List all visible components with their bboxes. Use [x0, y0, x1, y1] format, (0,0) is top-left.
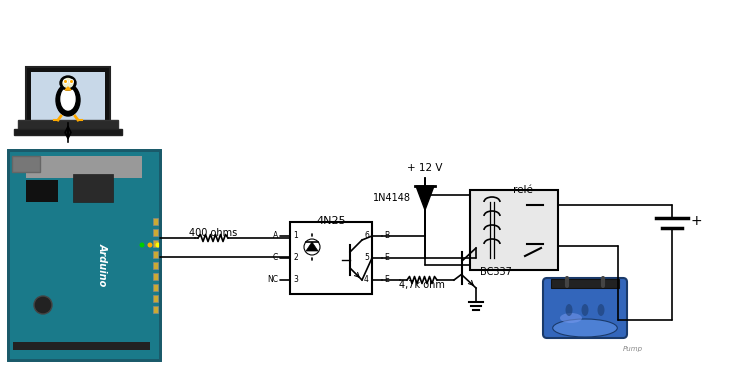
Bar	[153, 262, 158, 269]
Text: A: A	[273, 231, 278, 241]
Text: 400 ohms: 400 ohms	[189, 228, 237, 238]
Text: +: +	[691, 214, 703, 228]
Bar	[18, 120, 118, 132]
Text: 3: 3	[293, 276, 298, 285]
Ellipse shape	[63, 78, 73, 87]
Bar	[8, 150, 160, 360]
Bar	[12, 156, 40, 172]
Bar	[153, 295, 158, 302]
Ellipse shape	[581, 304, 589, 316]
Text: NC: NC	[267, 276, 278, 285]
Bar	[8, 150, 160, 360]
Circle shape	[34, 296, 52, 314]
Polygon shape	[306, 242, 318, 251]
Polygon shape	[416, 186, 434, 210]
Text: 2: 2	[293, 253, 298, 262]
Ellipse shape	[60, 76, 76, 90]
Ellipse shape	[566, 304, 572, 316]
Bar	[26, 67, 110, 125]
Text: B: B	[384, 231, 389, 241]
Ellipse shape	[553, 319, 617, 337]
Bar	[153, 218, 158, 225]
Bar	[470, 190, 558, 270]
Bar	[26, 156, 142, 178]
Text: C: C	[273, 253, 278, 262]
Circle shape	[155, 242, 160, 247]
Text: 4N25: 4N25	[316, 216, 346, 226]
Text: + 12 V: + 12 V	[407, 163, 443, 173]
Bar	[153, 251, 158, 258]
Polygon shape	[65, 87, 71, 90]
Bar	[153, 240, 158, 247]
Circle shape	[148, 242, 152, 247]
Text: 1N4148: 1N4148	[373, 193, 411, 203]
Ellipse shape	[560, 313, 582, 323]
Text: 4: 4	[364, 276, 369, 285]
Ellipse shape	[597, 304, 605, 316]
Circle shape	[140, 242, 144, 247]
Bar	[13, 342, 150, 350]
Text: 4,7k ohm: 4,7k ohm	[399, 280, 445, 290]
Bar	[551, 279, 619, 288]
Ellipse shape	[61, 88, 75, 110]
Bar	[26, 180, 58, 202]
Bar	[153, 229, 158, 236]
Text: Arduino: Arduino	[98, 243, 108, 287]
Bar	[73, 174, 113, 202]
Text: 1: 1	[293, 231, 298, 241]
Bar	[31, 72, 105, 120]
Bar	[153, 273, 158, 280]
Ellipse shape	[56, 84, 80, 116]
Text: E: E	[384, 276, 389, 285]
Bar	[290, 222, 372, 294]
Text: 6: 6	[364, 231, 369, 241]
Text: relé: relé	[513, 185, 533, 195]
Text: BC337: BC337	[480, 267, 512, 277]
FancyBboxPatch shape	[543, 278, 627, 338]
Bar	[14, 129, 122, 135]
Bar	[153, 306, 158, 313]
Text: 5: 5	[364, 253, 369, 262]
Text: E: E	[384, 253, 389, 262]
Text: Pump: Pump	[623, 346, 643, 352]
Bar	[153, 284, 158, 291]
